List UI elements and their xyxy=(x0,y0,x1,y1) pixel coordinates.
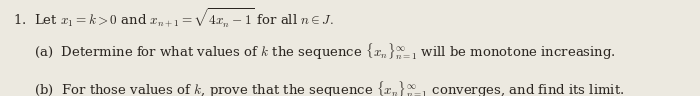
Text: 1.  Let $x_1 = k > 0$ and $x_{n+1} = \sqrt{4x_n - 1}$ for all $n \in J.$: 1. Let $x_1 = k > 0$ and $x_{n+1} = \sqr… xyxy=(13,7,333,30)
Text: (a)  Determine for what values of $k$ the sequence $\{x_n\}_{n=1}^{\infty}$ will: (a) Determine for what values of $k$ the… xyxy=(13,41,615,62)
Text: (b)  For those values of $k$, prove that the sequence $\{x_n\}_{n=1}^{\infty}$ c: (b) For those values of $k$, prove that … xyxy=(13,80,624,96)
